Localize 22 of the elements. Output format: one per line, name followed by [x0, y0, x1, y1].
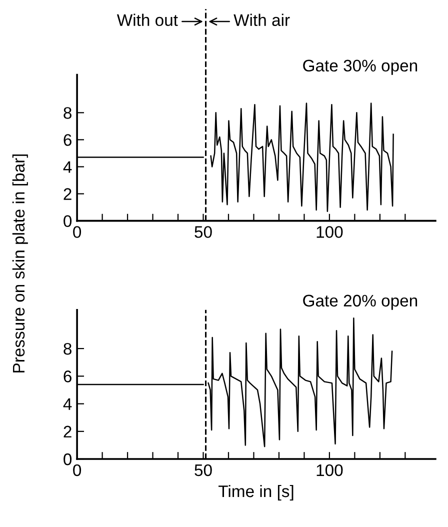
y-tick-label: 4: [63, 161, 72, 173]
chart-title: Gate 30% open: [303, 60, 418, 75]
x-tick-label: 50: [194, 226, 212, 238]
y-tick-label: 6: [64, 134, 72, 146]
y-tick-label: 8: [64, 107, 72, 119]
y-tick-label: 0: [64, 215, 72, 228]
y-tick-label: 0: [64, 453, 72, 466]
y-tick-label: 2: [64, 188, 72, 200]
y-axis-title: Pressure on skin plate in [bar]: [12, 154, 28, 372]
y-tick-label: 2: [64, 426, 72, 438]
x-tick-label: 100: [316, 226, 343, 238]
text: With out: [116, 14, 178, 26]
y-tick-label: 4: [63, 398, 72, 410]
chart-title: Gate 20% open: [303, 294, 418, 310]
x-axis-title: Time in [s]: [218, 484, 294, 501]
x-tick-label: 100: [316, 464, 343, 476]
y-tick-label: 6: [64, 370, 72, 382]
text: With air: [234, 14, 290, 26]
x-tick-label: 50: [194, 464, 212, 476]
y-tick-label: 8: [64, 342, 72, 355]
x-tick-label: 0: [73, 464, 82, 476]
x-tick-label: 0: [73, 226, 82, 238]
